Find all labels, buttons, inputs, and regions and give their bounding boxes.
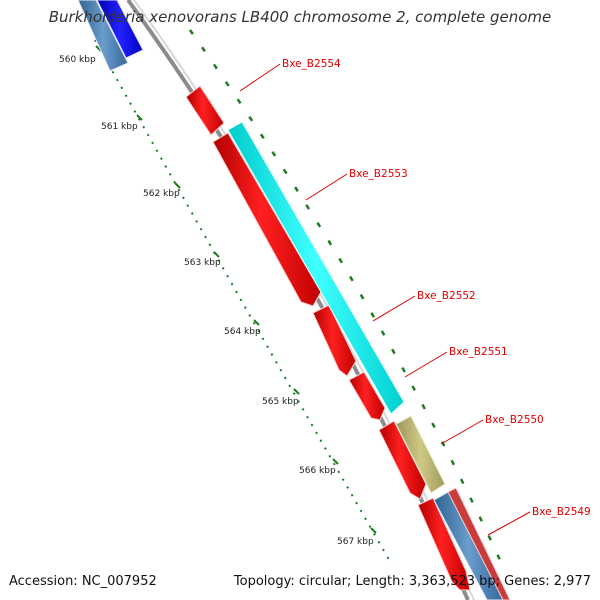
ruler-tick-label: 563 kbp: [184, 258, 221, 268]
ruler-tick: [332, 458, 339, 465]
ruler-tick-label: 561 kbp: [101, 122, 138, 132]
ruler-tick: [213, 251, 220, 258]
gene-label[interactable]: Bxe_B2553: [349, 168, 408, 180]
ruler-tick-label: 562 kbp: [143, 189, 180, 199]
leader-line: [239, 63, 281, 92]
ruler-tick: [253, 319, 260, 326]
feature-ruler-track: [188, 29, 502, 561]
map-title: Burkholderia xenovorans LB400 chromosome…: [48, 8, 552, 26]
leader-line: [404, 351, 448, 378]
gene-feature-blue-upper[interactable]: [96, 0, 144, 59]
gene-label[interactable]: Bxe_B2554: [282, 58, 341, 70]
ruler-tick-label: 564 kbp: [224, 327, 261, 337]
ruler-tick-label: 566 kbp: [299, 466, 336, 476]
gene-feature-bxe-b2553[interactable]: [227, 121, 405, 415]
ruler-tick: [174, 182, 181, 189]
leader-line: [487, 511, 531, 536]
ruler-tick-label: 565 kbp: [262, 397, 299, 407]
ruler-tick-label: 567 kbp: [337, 537, 374, 547]
gene-feature-steelblue-upper[interactable]: [77, 0, 129, 72]
leader-line: [305, 173, 348, 201]
ruler-tick: [136, 114, 143, 121]
gene-label[interactable]: Bxe_B2551: [449, 346, 508, 358]
gene-label[interactable]: Bxe_B2550: [485, 414, 544, 426]
gene-feature-red-bottom[interactable]: [417, 497, 471, 591]
gene-feature-red-long[interactable]: [212, 132, 322, 307]
gene-labels: Bxe_B2554 Bxe_B2553 Bxe_B2552 Bxe_B2551 …: [282, 58, 591, 518]
ruler-tick: [370, 527, 377, 534]
gene-feature-bxe-b2552[interactable]: [312, 304, 357, 377]
ruler-tick-label: 560 kbp: [59, 55, 96, 65]
leader-line: [372, 295, 416, 322]
gene-feature-bxe-b2551[interactable]: [348, 371, 386, 421]
gene-feature-bxe-b2554[interactable]: [185, 85, 225, 136]
gene-feature-bxe-b2549[interactable]: [433, 490, 504, 600]
gene-label[interactable]: Bxe_B2549: [532, 506, 591, 518]
label-leader-lines: [239, 63, 531, 536]
gene-feature-red-edge[interactable]: [447, 487, 511, 600]
leader-line: [440, 419, 484, 445]
genome-summary-text: Topology: circular; Length: 3,363,523 bp…: [233, 574, 591, 589]
accession-text: Accession: NC_007952: [9, 574, 157, 589]
gene-label[interactable]: Bxe_B2552: [417, 290, 476, 302]
ruler-tick-labels: 560 kbp 561 kbp 562 kbp 563 kbp 564 kbp …: [59, 55, 374, 547]
gene-feature-red-lower[interactable]: [378, 420, 427, 500]
gene-feature-bxe-b2550[interactable]: [395, 415, 446, 494]
ruler-tick: [293, 388, 300, 395]
